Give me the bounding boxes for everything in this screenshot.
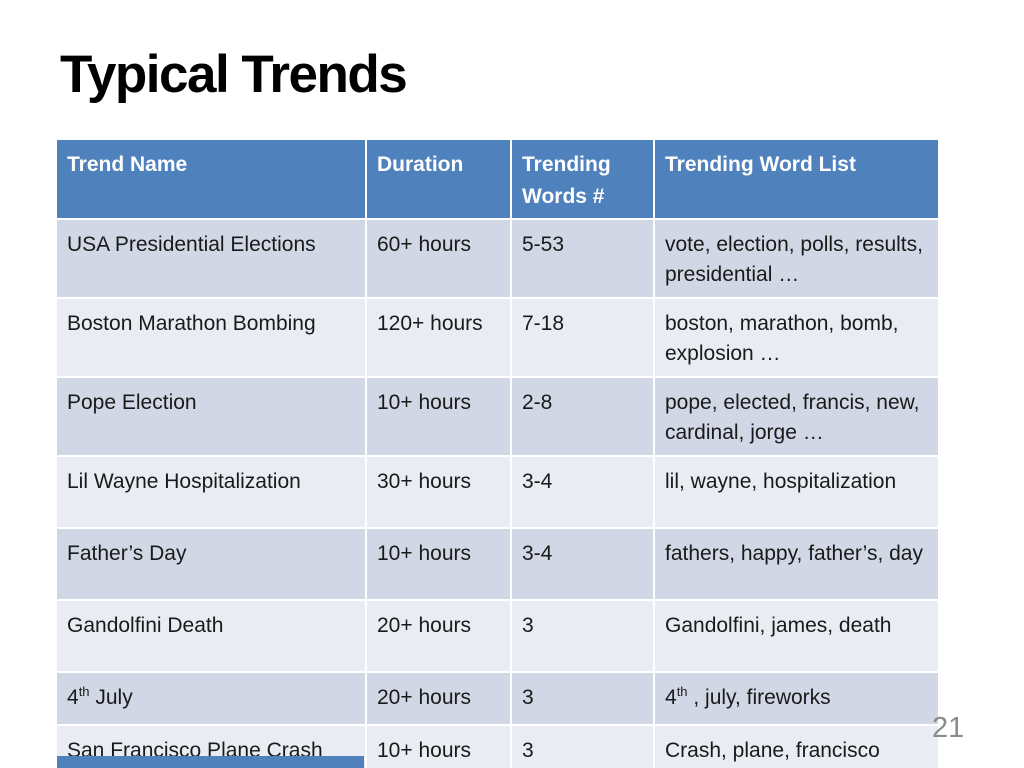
cell-duration: 20+ hours bbox=[367, 598, 512, 671]
cell-duration: 20+ hours bbox=[367, 670, 512, 724]
table-row: Pope Election 10+ hours 2-8 pope, elected, … bbox=[57, 375, 938, 455]
cell-duration: 10+ hours bbox=[367, 526, 512, 599]
cell-trend-name: Gandolfini Death bbox=[57, 598, 367, 671]
table-row: Gandolfini Death 20+ hours 3 Gandolfini, ja… bbox=[57, 598, 938, 671]
cell-trend-name: Boston Marathon Bombing bbox=[57, 296, 367, 376]
table-row: San Francisco Plane Crash 10+ hours 3 Crash… bbox=[57, 723, 938, 768]
cell-word-list: lil, wayne, hospitalization bbox=[655, 454, 938, 527]
cell-words-count: 3-4 bbox=[512, 526, 655, 599]
column-header-trending-words-count: Trending Words # bbox=[512, 140, 655, 218]
cell-words-count: 2-8 bbox=[512, 375, 655, 455]
table-header-row: Trend Name Duration Trending Words # Tre… bbox=[57, 140, 938, 218]
table-row: Father’s Day 10+ hours 3-4 fathers, happy, … bbox=[57, 526, 938, 599]
cell-words-count: 3-4 bbox=[512, 454, 655, 527]
slide-title: Typical Trends bbox=[60, 45, 408, 104]
cell-word-list: pope, elected, francis, new, cardinal, j… bbox=[655, 375, 938, 455]
cell-word-list: vote, election, polls, results, presiden… bbox=[655, 218, 938, 297]
cell-word-list: Crash, plane, francisco bbox=[655, 723, 938, 768]
cell-duration: 10+ hours bbox=[367, 375, 512, 455]
table-body: USA Presidential Elections 60+ hours 5-53 v… bbox=[57, 218, 938, 768]
page-number: 21 bbox=[932, 712, 965, 744]
column-header-duration: Duration bbox=[367, 140, 512, 218]
column-header-trending-word-list: Trending Word List bbox=[655, 140, 938, 218]
table-row: USA Presidential Elections 60+ hours 5-53 v… bbox=[57, 218, 938, 297]
cell-trend-name: Father’s Day bbox=[57, 526, 367, 599]
cell-trend-name: USA Presidential Elections bbox=[57, 218, 367, 297]
cell-words-count: 5-53 bbox=[512, 218, 655, 297]
table-header: Trend Name Duration Trending Words # Tre… bbox=[57, 140, 938, 218]
trends-table: Trend Name Duration Trending Words # Tre… bbox=[57, 140, 938, 768]
cell-duration: 120+ hours bbox=[367, 296, 512, 376]
table-row: Lil Wayne Hospitalization 30+ hours 3-4 lil… bbox=[57, 454, 938, 527]
cell-trend-name: 4th July bbox=[57, 670, 367, 724]
cell-words-count: 3 bbox=[512, 670, 655, 724]
cell-word-list: fathers, happy, father’s, day bbox=[655, 526, 938, 599]
cell-words-count: 3 bbox=[512, 598, 655, 671]
cell-word-list: boston, marathon, bomb, explosion … bbox=[655, 296, 938, 376]
cell-duration: 30+ hours bbox=[367, 454, 512, 527]
cell-duration: 10+ hours bbox=[367, 723, 512, 768]
cell-words-count: 3 bbox=[512, 723, 655, 768]
cell-word-list: Gandolfini, james, death bbox=[655, 598, 938, 671]
table-row: 4th July 20+ hours 3 4th , july, fireworks bbox=[57, 670, 938, 724]
cell-trend-name: Pope Election bbox=[57, 375, 367, 455]
cell-words-count: 7-18 bbox=[512, 296, 655, 376]
cell-trend-name: Lil Wayne Hospitalization bbox=[57, 454, 367, 527]
cell-word-list: 4th , july, fireworks bbox=[655, 670, 938, 724]
column-header-trend-name: Trend Name bbox=[57, 140, 367, 218]
table-row: Boston Marathon Bombing 120+ hours 7-18 bos… bbox=[57, 296, 938, 376]
cell-duration: 60+ hours bbox=[367, 218, 512, 297]
table-continuation-strip bbox=[57, 756, 364, 768]
